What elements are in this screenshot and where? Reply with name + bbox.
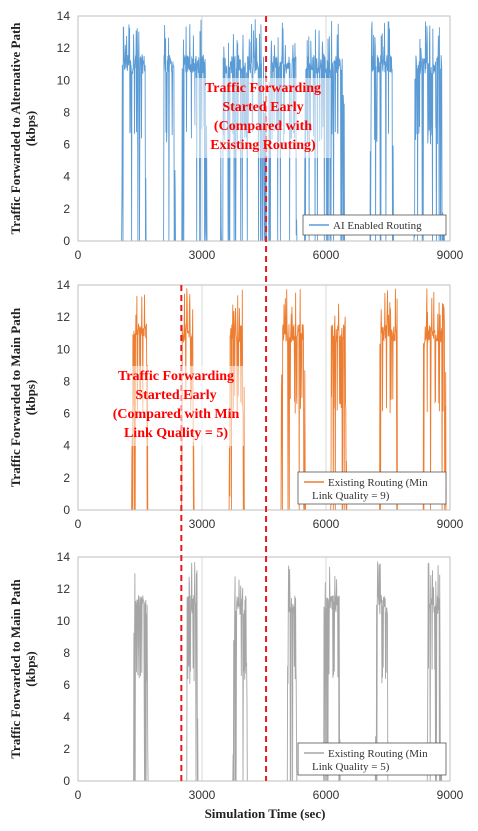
x-tick-label: 3000 <box>189 517 216 531</box>
plot-frame <box>77 284 451 511</box>
legend-label-line-1: Existing Routing (Min <box>328 477 428 489</box>
legend: Existing Routing (Min Link Quality = 5) <box>297 742 447 776</box>
y-axis-title-line-2: (kbps) <box>23 651 38 686</box>
x-tick-label: 6000 <box>313 517 340 531</box>
y-tick-label: 12 <box>57 41 71 55</box>
x-tick-label: 0 <box>75 248 82 262</box>
legend-label-line-2: Link Quality = 9) <box>312 490 390 502</box>
y-tick-label: 14 <box>57 9 71 23</box>
y-tick-label: 10 <box>57 73 71 87</box>
x-tick-label: 9000 <box>437 248 464 262</box>
panel-3: 0 2 4 6 8 10 12 14 0 3000 6000 9000 Traffic Forwarde… <box>8 550 464 802</box>
plot-frame <box>77 556 451 782</box>
y-tick-label: 12 <box>57 310 71 324</box>
annotation-2: Traffic Forwarding Started Early (Compared… <box>108 366 244 446</box>
legend: AI Enabled Routing <box>302 214 447 236</box>
y-tick-label: 10 <box>57 342 71 356</box>
y-tick-label: 14 <box>57 278 71 292</box>
y-tick-label: 6 <box>63 407 70 421</box>
series-line-1 <box>78 19 450 242</box>
legend-label: Existing Routing (Min Link Quality = 5) <box>312 748 428 773</box>
panel-1: 0 2 4 6 8 10 12 14 0 3000 6000 9000 Traffic Forwarde… <box>8 9 464 262</box>
x-tick-label: 0 <box>75 788 82 802</box>
annotation-line: Existing Routing) <box>210 138 316 153</box>
y-tick-label: 14 <box>57 550 71 564</box>
y-tick-label: 0 <box>63 774 70 788</box>
y-axis-title-line-1: Traffic Forwarded to Main Path <box>8 578 23 758</box>
plot-frame <box>77 15 451 242</box>
annotation-text: Traffic Forwarding Started Early (Compared… <box>205 81 321 153</box>
legend-label: AI Enabled Routing <box>333 220 422 232</box>
y-tick-label: 0 <box>63 503 70 517</box>
annotation-line: Started Early <box>222 100 303 115</box>
annotation-line: Started Early <box>135 388 216 403</box>
x-tick-label: 3000 <box>189 788 216 802</box>
y-axis-title: Traffic Forwarded to Main Path(kbps) <box>8 578 38 758</box>
y-axis-title-line-1: Traffic Forwarded to Alternative Path <box>8 22 23 235</box>
y-axis-title: Traffic Forwarded to Alternative Path(kb… <box>8 22 38 235</box>
annotation-text: Traffic Forwarding Started Early (Compared… <box>113 369 240 441</box>
annotation-line: Link Quality = 5) <box>124 426 228 441</box>
x-axis-title: Simulation Time (sec) <box>205 806 326 821</box>
legend-label-line-1: Existing Routing (Min <box>328 748 428 760</box>
x-tick-label: 6000 <box>313 788 340 802</box>
y-tick-label: 12 <box>57 582 71 596</box>
y-tick-label: 4 <box>63 170 70 184</box>
y-axis-title: Traffic Forwarded to Main Path(kbps) <box>8 307 38 487</box>
y-tick-label: 4 <box>63 439 70 453</box>
annotation-line: (Compared with Min <box>113 407 240 422</box>
y-tick-label: 2 <box>63 742 70 756</box>
y-axis-title-line-1: Traffic Forwarded to Main Path <box>8 307 23 487</box>
legend-box <box>302 214 447 236</box>
y-tick-label: 2 <box>63 471 70 485</box>
legend: Existing Routing (Min Link Quality = 9) <box>297 471 447 505</box>
annotation-line: Traffic Forwarding <box>118 369 234 384</box>
y-tick-label: 8 <box>63 646 70 660</box>
y-axis-title-line-2: (kbps) <box>23 111 38 146</box>
y-tick-label: 10 <box>57 614 71 628</box>
x-tick-label: 6000 <box>313 248 340 262</box>
y-tick-label: 0 <box>63 234 70 248</box>
annotation-line: Traffic Forwarding <box>205 81 321 96</box>
y-tick-label: 2 <box>63 202 70 216</box>
annotation-backdrop <box>195 78 331 158</box>
annotations-group: Traffic Forwarding Started Early (Compared… <box>108 78 331 446</box>
y-tick-label: 6 <box>63 678 70 692</box>
panel-2: 0 2 4 6 8 10 12 14 0 3000 6000 9000 Traffic Forwarde… <box>8 278 464 531</box>
x-tick-label: 0 <box>75 517 82 531</box>
y-axis-title-line-2: (kbps) <box>23 380 38 415</box>
legend-label-line-2: Link Quality = 5) <box>312 761 390 773</box>
y-tick-label: 8 <box>63 105 70 119</box>
y-tick-label: 6 <box>63 138 70 152</box>
legend-box <box>297 471 447 505</box>
x-tick-label: 3000 <box>189 248 216 262</box>
legend-box <box>297 742 447 776</box>
annotation-backdrop <box>108 366 244 446</box>
legend-label: Existing Routing (Min Link Quality = 9) <box>312 477 428 502</box>
x-tick-label: 9000 <box>437 788 464 802</box>
annotation-line: (Compared with <box>214 119 312 134</box>
y-tick-label: 8 <box>63 374 70 388</box>
y-tick-label: 4 <box>63 710 70 724</box>
annotation-1: Traffic Forwarding Started Early (Compared… <box>195 78 331 158</box>
x-tick-label: 9000 <box>437 517 464 531</box>
